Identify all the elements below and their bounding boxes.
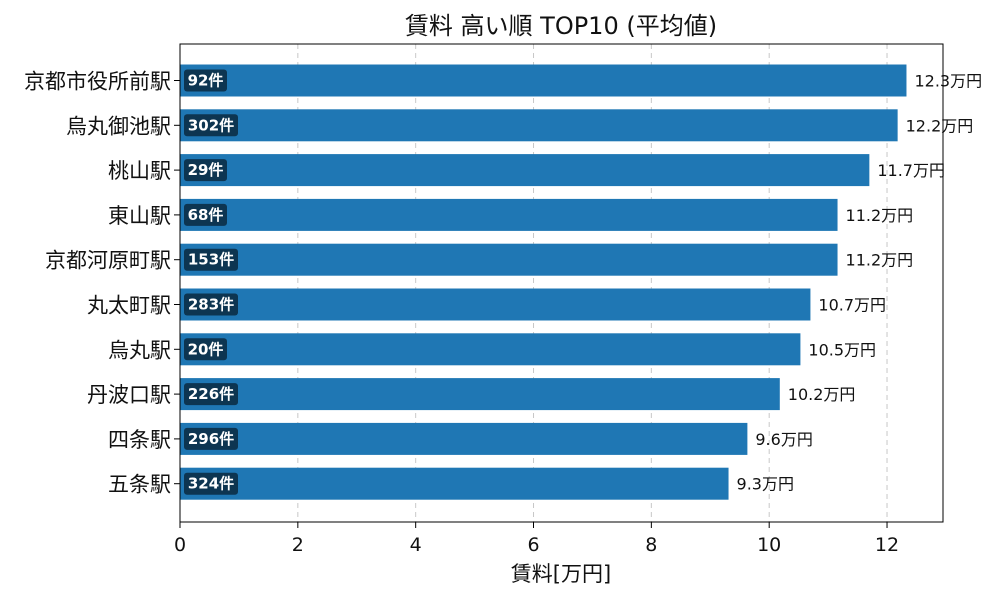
x-tick-label: 6 (527, 534, 539, 556)
bar (180, 109, 898, 142)
bar (180, 64, 907, 97)
count-label: 283件 (188, 296, 234, 314)
count-badge (184, 427, 238, 450)
value-label: 10.7万円 (818, 296, 886, 315)
count-label: 324件 (188, 475, 234, 493)
value-label: 11.2万円 (846, 251, 914, 270)
bars-group (180, 64, 907, 500)
y-tick-label: 京都河原町駅 (45, 249, 171, 273)
count-badge (184, 338, 227, 361)
x-tick-label: 8 (645, 534, 657, 556)
count-label: 296件 (188, 430, 234, 448)
y-tick-label: 烏丸御池駅 (66, 114, 171, 138)
y-tick-label: 四条駅 (108, 428, 171, 452)
plot-frame (179, 43, 944, 523)
x-tick-label: 12 (875, 534, 899, 556)
value-label: 12.3万円 (914, 72, 982, 91)
y-tick-label: 丹波口駅 (87, 383, 171, 407)
y-tick-label: 桃山駅 (108, 159, 171, 183)
count-badge (184, 293, 238, 316)
y-tick-label: 五条駅 (108, 473, 171, 497)
x-axis-ticks: 0 2 4 6 8 10 12 (174, 522, 899, 556)
bar (180, 198, 838, 231)
count-label: 20件 (188, 340, 224, 358)
bar (180, 467, 729, 500)
x-tick-label: 10 (757, 534, 781, 556)
value-label: 9.3万円 (737, 475, 794, 494)
count-label: 68件 (188, 206, 224, 224)
count-badge (184, 114, 238, 137)
y-tick-label: 京都市役所前駅 (24, 70, 171, 94)
x-tick-label: 2 (292, 534, 304, 556)
bar (180, 154, 870, 187)
bar (180, 378, 780, 411)
value-label: 10.2万円 (788, 385, 856, 404)
count-badge (184, 472, 238, 495)
count-badge (184, 159, 227, 182)
count-badge (184, 203, 227, 226)
count-badge (184, 383, 238, 406)
bar (180, 333, 801, 366)
x-tick-label: 4 (410, 534, 422, 556)
value-label: 11.7万円 (877, 161, 945, 180)
x-tick-label: 0 (174, 534, 186, 556)
count-badge (184, 69, 227, 92)
value-label: 10.5万円 (808, 340, 876, 359)
count-label: 29件 (188, 161, 224, 179)
value-label: 11.2万円 (846, 206, 914, 225)
y-tick-label: 丸太町駅 (87, 294, 171, 318)
y-tick-label: 烏丸駅 (108, 338, 171, 362)
value-label: 9.6万円 (755, 430, 812, 449)
count-label: 226件 (188, 385, 234, 403)
x-axis-label: 賃料[万円] (511, 562, 611, 586)
count-label: 153件 (188, 251, 234, 269)
y-tick-label: 東山駅 (108, 204, 171, 228)
bar (180, 422, 748, 455)
value-label: 12.2万円 (906, 116, 974, 135)
count-label: 92件 (188, 72, 224, 90)
bar (180, 288, 811, 321)
count-label: 302件 (188, 116, 234, 134)
count-badge (184, 248, 238, 271)
chart-title: 賃料 高い順 TOP10 (平均値) (405, 12, 717, 40)
bar (180, 243, 838, 276)
